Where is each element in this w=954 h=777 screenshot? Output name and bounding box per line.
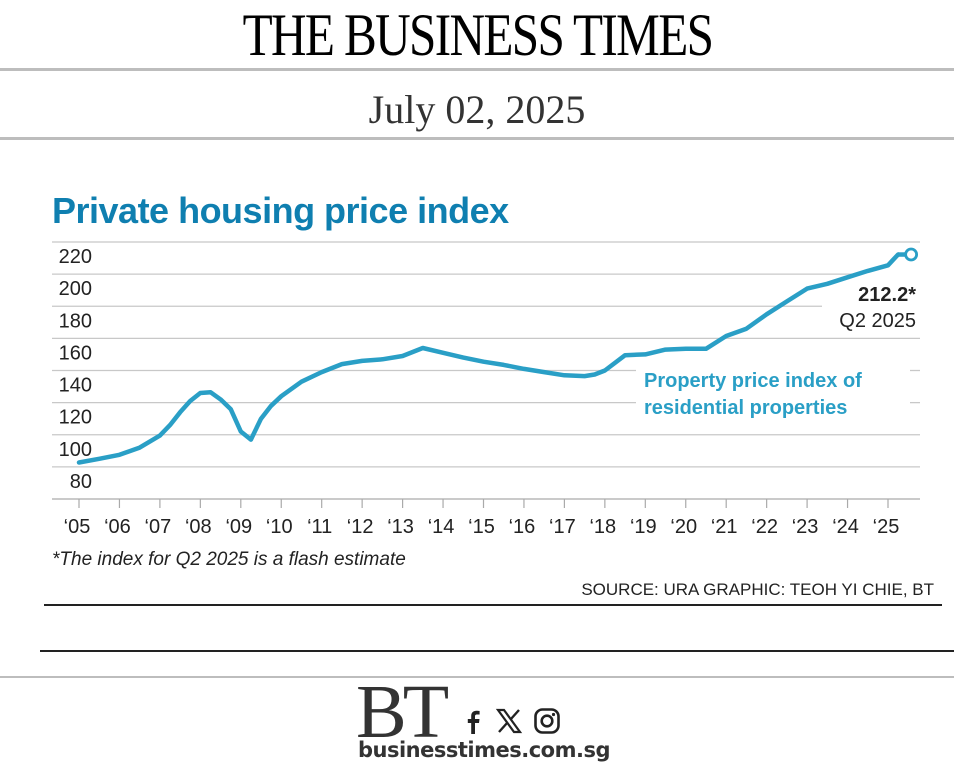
chart-title: Private housing price index <box>52 190 509 231</box>
x-tick-label: ‘05 <box>64 516 91 538</box>
x-tick-label: ‘07 <box>145 516 172 538</box>
y-tick-label: 220 <box>59 246 92 268</box>
x-tick-label: ‘14 <box>428 516 455 538</box>
series-label-line-1: Property price index of <box>644 370 862 392</box>
series-label-line-2: residential properties <box>644 397 847 419</box>
x-tick-label: ‘15 <box>468 516 495 538</box>
facebook-icon[interactable] <box>458 706 488 736</box>
y-axis-ticks: 80 100 120 140 160 180 200 220 <box>59 246 92 493</box>
y-tick-label: 120 <box>59 407 92 429</box>
section-rule <box>40 650 954 652</box>
masthead-divider <box>0 68 954 71</box>
series-line <box>76 252 901 465</box>
x-tick-label: ‘11 <box>307 516 332 538</box>
x-tick-label: ‘18 <box>589 516 616 538</box>
x-tick-label: ‘09 <box>225 516 252 538</box>
x-tick-label: ‘13 <box>387 516 414 538</box>
x-tick-label: ‘16 <box>509 516 536 538</box>
y-tick-label: 140 <box>59 375 92 397</box>
x-tick-label: ‘12 <box>347 516 374 538</box>
x-tick-label: ‘23 <box>792 516 819 538</box>
chart-footnote: *The index for Q2 2025 is a flash estima… <box>52 549 406 570</box>
x-tick-label: ‘17 <box>549 516 576 538</box>
x-axis: ‘05 ‘06 ‘07 ‘08 ‘09 ‘10 ‘11 ‘12 ‘13 ‘14 ‘15 ‘16 ‘17 ‘… <box>52 498 920 538</box>
y-tick-label: 180 <box>59 310 92 332</box>
y-tick-label: 160 <box>59 342 92 364</box>
y-tick-label: 200 <box>59 278 92 300</box>
masthead-title: THE BUSINESS TIMES <box>242 2 713 68</box>
x-tick-label: ‘20 <box>670 516 697 538</box>
end-value-label: 212.2* <box>858 284 916 306</box>
dateline: July 02, 2025 <box>368 87 586 132</box>
end-point-marker <box>904 247 919 262</box>
x-tick-label: ‘10 <box>266 516 293 538</box>
y-tick-label: 100 <box>59 439 92 461</box>
bt-logo: BT <box>356 670 449 754</box>
chart-source: SOURCE: URA GRAPHIC: TEOH YI CHIE, BT <box>581 580 934 599</box>
masthead: THE BUSINESS TIMES <box>0 0 954 70</box>
footer-divider <box>0 676 954 678</box>
x-tick-label: ‘08 <box>185 516 212 538</box>
chart-annotations: 212.2* Q2 2025 Property price index of r… <box>644 284 916 419</box>
instagram-icon[interactable] <box>532 706 562 736</box>
x-tick-label: ‘06 <box>104 516 131 538</box>
site-url[interactable]: businesstimes.com.sg <box>358 738 610 762</box>
x-icon[interactable] <box>494 706 524 736</box>
x-tick-label: ‘21 <box>711 516 738 538</box>
y-tick-label: 80 <box>70 471 92 493</box>
chart-bottom-rule <box>44 604 942 606</box>
x-tick-label: ‘25 <box>873 516 900 538</box>
x-tick-label: ‘24 <box>832 516 859 538</box>
end-date-label: Q2 2025 <box>839 310 916 332</box>
x-tick-label: ‘22 <box>751 516 778 538</box>
chart-series <box>76 247 919 465</box>
date-divider <box>0 137 954 140</box>
chart-grid <box>52 241 920 468</box>
x-tick-label: ‘19 <box>630 516 657 538</box>
footer-branding: BT businesstimes.com.sg <box>356 674 616 775</box>
